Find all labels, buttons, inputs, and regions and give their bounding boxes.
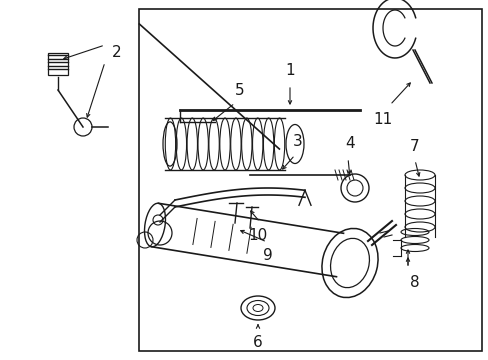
Text: 6: 6 <box>253 335 263 350</box>
Bar <box>139 9 481 351</box>
Text: 7: 7 <box>409 139 419 154</box>
Text: 8: 8 <box>409 275 419 290</box>
Text: 11: 11 <box>373 112 392 127</box>
Text: 5: 5 <box>235 83 244 98</box>
Text: 4: 4 <box>345 136 354 151</box>
Text: 2: 2 <box>112 45 122 59</box>
Text: 9: 9 <box>263 248 272 263</box>
Bar <box>48 53 68 75</box>
Text: 10: 10 <box>248 228 267 243</box>
Text: 1: 1 <box>285 63 294 78</box>
Text: 3: 3 <box>292 134 302 149</box>
